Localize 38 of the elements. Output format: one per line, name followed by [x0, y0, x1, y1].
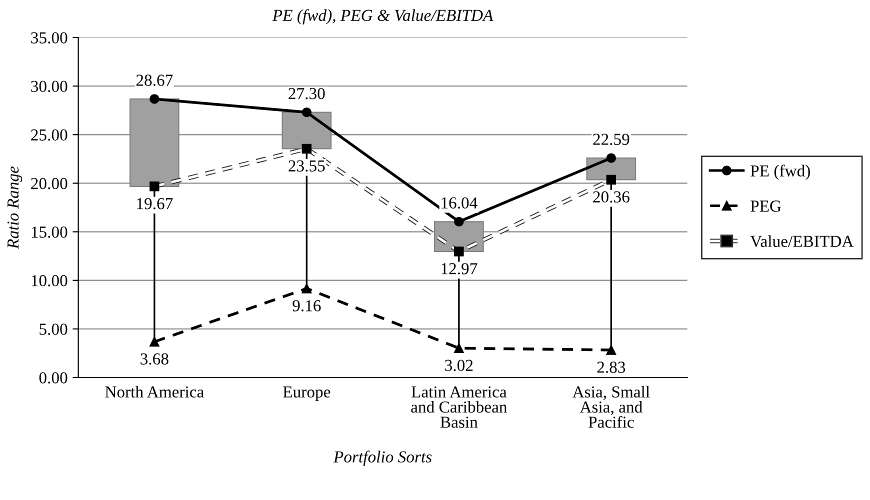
point — [454, 343, 464, 354]
point — [606, 345, 616, 355]
chart-title: PE (fwd), PEG & Value/EBITDA — [272, 9, 494, 24]
point — [302, 107, 312, 118]
legend-label: PE (fwd) — [750, 164, 810, 180]
data-label: 16.04 — [442, 197, 478, 209]
x-tick-label: Latin America and Caribbean Basin — [411, 386, 508, 428]
point — [150, 94, 160, 104]
y-tick-label: 10.00 — [32, 275, 68, 286]
data-label: 28.67 — [136, 74, 173, 86]
y-tick-label: 30.00 — [31, 80, 68, 92]
data-label: 12.97 — [442, 263, 478, 274]
data-label: 19.67 — [137, 198, 173, 210]
y-tick-label: 0.00 — [39, 372, 68, 384]
point — [454, 216, 464, 227]
x-tick-label: North America — [105, 386, 204, 398]
legend-label: Value/EBITDA — [750, 235, 854, 248]
point — [302, 284, 312, 294]
y-axis-title: Ratio Range — [7, 166, 22, 250]
y-tick-label: 20.00 — [31, 178, 68, 190]
data-label: 23.55 — [288, 160, 325, 172]
data-label: 27.30 — [288, 88, 325, 100]
data-label: 9.16 — [292, 300, 321, 312]
data-label: 3.02 — [445, 360, 473, 372]
y-tick-label: 35.00 — [31, 32, 68, 44]
point — [606, 153, 616, 163]
y-tick-label: 25.00 — [31, 129, 68, 141]
data-label: 2.83 — [597, 362, 626, 373]
data-label: 22.59 — [593, 134, 630, 146]
data-label: 20.36 — [593, 191, 630, 203]
y-tick-label: 15.00 — [32, 226, 68, 238]
point — [150, 336, 160, 347]
y-tick-label: 5.00 — [40, 324, 68, 335]
x-tick-label: Europe — [283, 386, 330, 401]
data-label: 3.68 — [140, 353, 168, 365]
legend-label: PEG — [750, 200, 782, 212]
x-tick-label: Asia, Small Asia, and Pacific — [572, 386, 650, 428]
x-axis-title: Portfolio Sorts — [333, 450, 432, 466]
